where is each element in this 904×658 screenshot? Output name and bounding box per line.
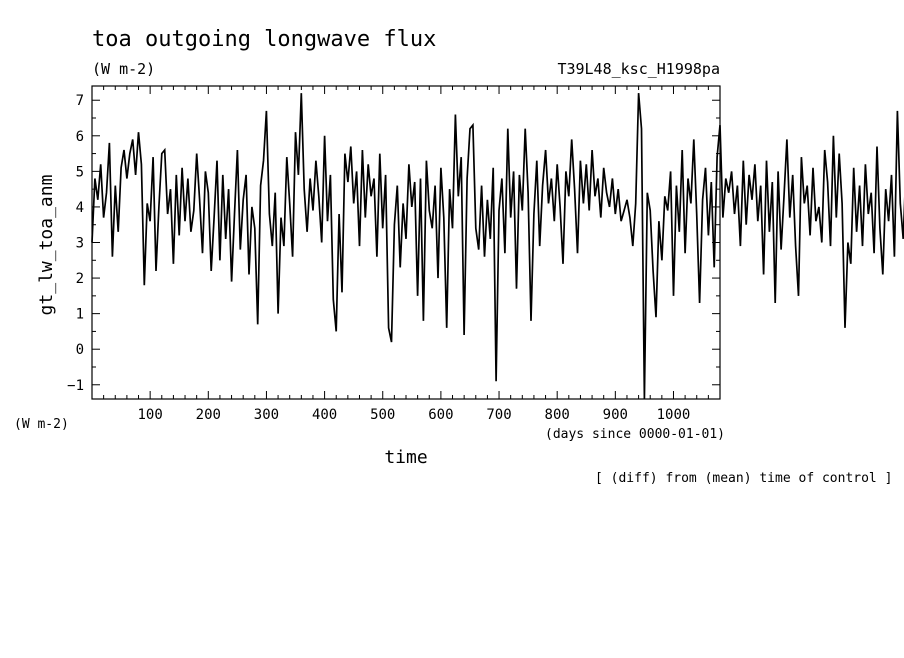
x-tick-label: 400 [312, 407, 337, 423]
y-tick-label: 6 [76, 129, 84, 145]
plot-axes: 100 200 300 400 500 600 700 800 900 1000 −1 0 1 2 3 4 5 6… [67, 86, 720, 423]
data-series [91, 93, 904, 400]
x-tick-label: 300 [254, 407, 279, 423]
chart-units: (W m-2) [92, 60, 155, 78]
chart-title: toa outgoing longwave flux [92, 27, 436, 52]
y-tick-label: 3 [76, 236, 84, 252]
plot-frame [91, 85, 721, 400]
x-tick-label: 900 [603, 407, 628, 423]
y-tick-label: −1 [67, 378, 84, 394]
y-axis-label: gt_lw_toa_anm [36, 175, 57, 316]
x-tick-label: 600 [428, 407, 453, 423]
y-tick-label: 4 [76, 200, 84, 216]
y-tick-label: 2 [76, 271, 84, 287]
x-tick-label: 100 [137, 407, 162, 423]
run-label: T39L48_ksc_H1998pa [557, 60, 720, 78]
y-tick-label: 1 [76, 307, 84, 323]
series-line [91, 93, 904, 400]
y-tick-label: 7 [76, 93, 84, 109]
x-tick-label: 500 [370, 407, 395, 423]
y-unit-label: (W m-2) [14, 417, 69, 432]
x-tick-label: 700 [486, 407, 511, 423]
x-axis-label: time [384, 447, 427, 468]
y-tick-label: 5 [76, 164, 84, 180]
x-tick-label: 200 [196, 407, 221, 423]
x-tick-label: 1000 [657, 407, 691, 423]
y-tick-label: 0 [76, 342, 84, 358]
x-unit-label: (days since 0000-01-01) [545, 427, 725, 442]
comparison-note: [ (diff) from (mean) time of control ] [595, 471, 892, 486]
x-tick-label: 800 [545, 407, 570, 423]
